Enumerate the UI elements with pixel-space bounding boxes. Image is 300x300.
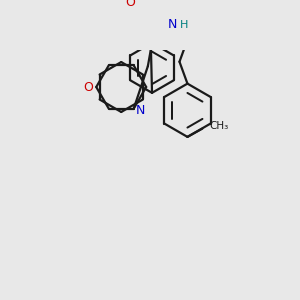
Text: CH₃: CH₃	[209, 121, 228, 131]
Text: O: O	[125, 0, 135, 10]
Text: N: N	[135, 104, 145, 117]
Text: O: O	[83, 81, 93, 94]
Text: N: N	[168, 18, 178, 31]
Text: H: H	[180, 20, 189, 30]
